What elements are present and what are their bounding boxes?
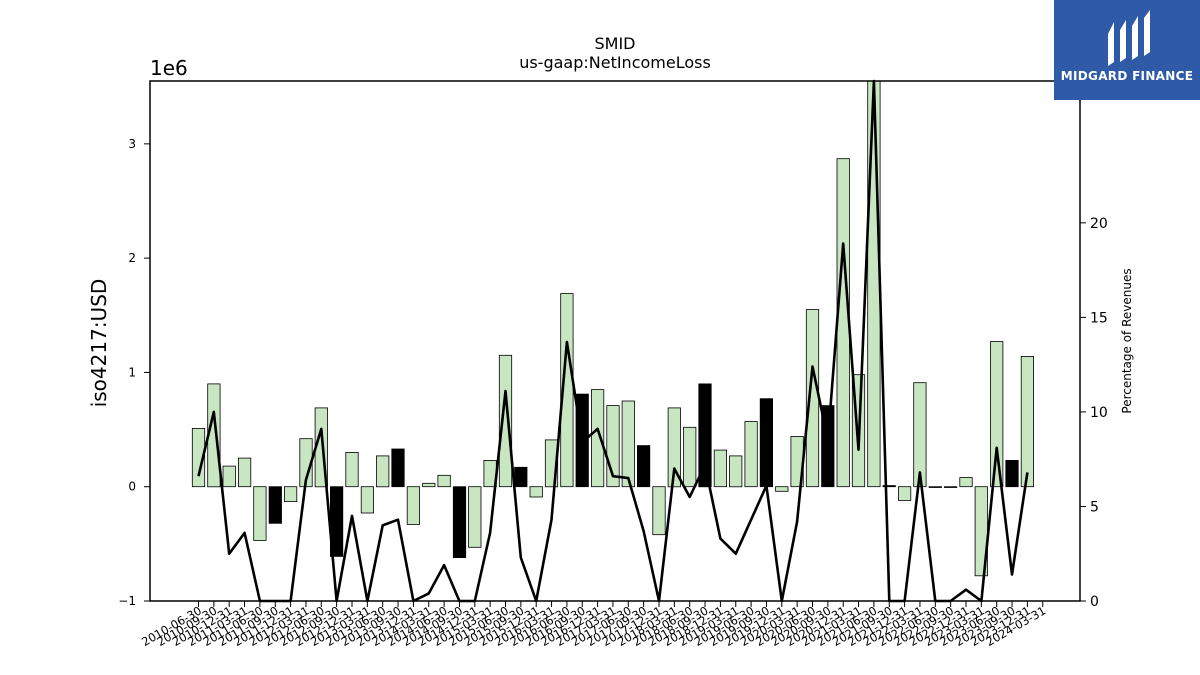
bar [207, 383, 221, 488]
bar [268, 486, 282, 524]
brand-logo-text: MIDGARD FINANCE [1060, 69, 1194, 83]
bar [514, 466, 528, 488]
bar [1005, 459, 1019, 488]
bar [959, 477, 973, 488]
bar [944, 486, 958, 488]
bar [345, 451, 359, 488]
y-tick-label: −1 [118, 594, 136, 608]
bar [468, 486, 482, 548]
bar [237, 457, 252, 488]
y-offset-label: 1e6 [150, 56, 188, 80]
bar [360, 486, 375, 514]
y-tick-label: 1 [128, 365, 136, 379]
bar [222, 465, 236, 488]
bar [376, 455, 390, 488]
brand-logo: MIDGARD FINANCE [1054, 0, 1200, 100]
bar [698, 383, 712, 488]
bar [744, 421, 758, 488]
chart-subtitle: us-gaap:NetIncomeLoss [519, 53, 711, 72]
y2-tick-label: 15 [1090, 310, 1108, 326]
bar [391, 448, 405, 488]
y2-tick-label: 10 [1090, 405, 1108, 421]
midgard-logo-icon [1108, 10, 1150, 66]
bar [652, 486, 666, 536]
y-axis-label: iso4217:USD [87, 279, 111, 408]
bar-series [191, 80, 1035, 577]
bar [867, 80, 881, 488]
line-series [197, 79, 1029, 603]
y-tick-label: 0 [128, 480, 136, 494]
bar [621, 400, 635, 488]
y2-axis-label: Percentage of Revenues [1120, 268, 1134, 413]
bar [637, 445, 651, 488]
y2-tick-label: 5 [1090, 499, 1099, 515]
bar [529, 486, 543, 498]
y-tick-label: 3 [128, 137, 136, 151]
chart-title: SMID [594, 34, 636, 53]
y2-tick-label: 20 [1090, 216, 1108, 232]
bar [283, 486, 298, 503]
bar [990, 341, 1004, 488]
bar [191, 427, 206, 488]
bar [928, 486, 942, 488]
bar [406, 486, 421, 525]
bar [422, 482, 436, 488]
bar [775, 486, 789, 492]
y-axis-right: 0 5 10 15 20 [1080, 216, 1108, 610]
bar [683, 426, 697, 488]
bar [882, 485, 896, 488]
bar [913, 382, 927, 488]
plot-frame [149, 80, 1081, 602]
y-tick-label: 2 [128, 251, 136, 265]
percentage-line [197, 79, 1029, 603]
bar [1020, 355, 1035, 488]
bar [836, 158, 850, 488]
bar [898, 486, 912, 501]
bar [713, 449, 728, 488]
bar [253, 486, 267, 541]
bar [759, 398, 774, 488]
y2-tick-label: 0 [1090, 594, 1099, 610]
bar [452, 486, 467, 559]
bar [667, 407, 681, 488]
bar [437, 474, 451, 488]
bar [729, 455, 743, 488]
bar [591, 389, 605, 488]
y-axis-left: −1 0 1 2 3 [118, 137, 150, 608]
bar [498, 354, 513, 488]
x-axis: 2010-06-302010-09-302010-12-312011-03-31… [139, 601, 1048, 649]
